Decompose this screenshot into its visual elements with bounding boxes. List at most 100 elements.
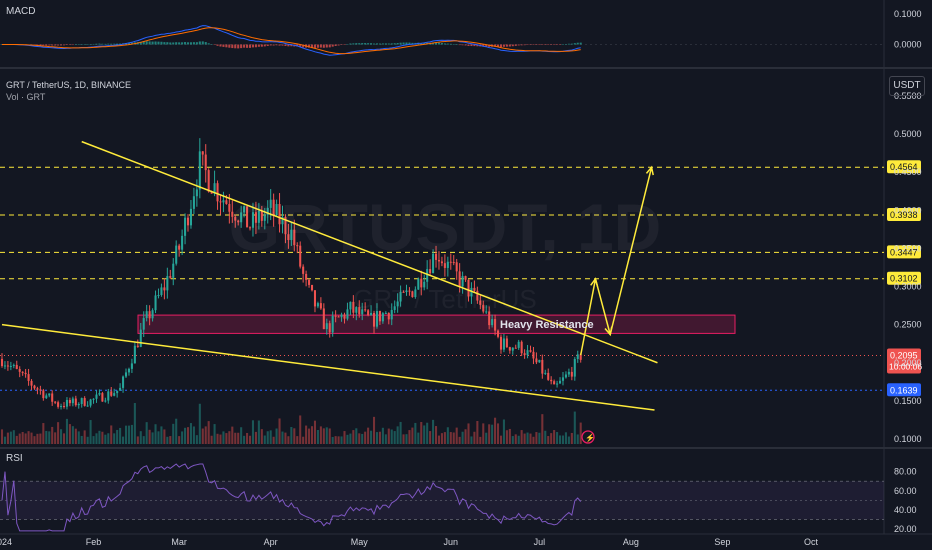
price-tick-label: 0.4500	[894, 167, 922, 177]
macd-histogram-bar	[101, 43, 104, 45]
volume-bar	[119, 427, 122, 444]
volume-bar	[186, 427, 190, 444]
candle-body	[151, 310, 154, 319]
volume-bar	[80, 435, 83, 444]
projection-arrowhead	[604, 326, 613, 337]
macd-histogram-bar	[541, 44, 544, 45]
volume-bar	[302, 436, 305, 444]
projection-path	[579, 167, 653, 356]
volume-bar	[60, 429, 63, 444]
volume-bar	[27, 431, 30, 444]
macd-histogram-bar	[505, 44, 508, 47]
candle-body	[15, 364, 18, 369]
volume-bar	[535, 432, 538, 444]
candle-body	[290, 229, 293, 241]
projection-arrowhead	[590, 277, 599, 287]
volume-bar	[370, 430, 373, 444]
macd-histogram-bar	[263, 44, 266, 47]
candle-body	[246, 206, 249, 228]
candle-body	[331, 315, 334, 333]
lightning-icon	[581, 430, 595, 444]
candle-body	[520, 341, 523, 354]
candle-body	[119, 387, 122, 391]
volume-bar	[263, 435, 266, 444]
volume-bar	[567, 436, 570, 444]
macd-histogram-bar	[157, 41, 160, 45]
candle-body	[65, 400, 68, 407]
price-tick-label: 0.3000	[894, 282, 922, 292]
candle-body	[175, 245, 178, 264]
macd-histogram-bar	[544, 44, 547, 45]
macd-histogram-bar	[246, 44, 249, 48]
volume-bar	[107, 433, 110, 444]
candle-body	[287, 234, 290, 241]
time-axis-label: Mar	[171, 537, 187, 547]
candle-body	[358, 307, 361, 315]
candle-body	[384, 312, 387, 314]
macd-histogram-bar	[45, 44, 48, 46]
macd-histogram-bar	[60, 44, 63, 46]
volume-bar	[523, 433, 526, 444]
volume-bar	[98, 430, 101, 444]
volume-bar	[352, 430, 355, 444]
macd-histogram-bar	[243, 44, 246, 48]
candle-body	[80, 398, 83, 404]
macd-histogram-bar	[269, 44, 272, 46]
volume-bar	[553, 430, 556, 444]
macd-histogram-bar	[349, 43, 352, 45]
volume-bar	[488, 424, 491, 444]
volume-bar	[331, 436, 334, 444]
candle-body	[98, 393, 101, 395]
volume-bar	[313, 420, 317, 444]
candle-body	[275, 204, 278, 216]
candle-body	[579, 354, 582, 360]
volume-bar	[426, 422, 429, 444]
macd-histogram-bar	[556, 44, 559, 45]
candle-body	[130, 363, 133, 369]
candle-body	[396, 301, 399, 307]
candle-body	[535, 358, 538, 363]
volume-bar	[228, 431, 231, 444]
volume-bar	[210, 435, 213, 444]
volume-bar	[201, 428, 204, 444]
candle-body	[74, 398, 77, 406]
candle-body	[349, 301, 352, 310]
candle-body	[248, 227, 252, 229]
volume-bar	[405, 434, 408, 444]
macd-histogram-bar	[308, 44, 311, 48]
volume-bar	[281, 431, 284, 444]
candle-body	[240, 212, 243, 223]
candle-body	[337, 316, 340, 318]
macd-histogram-bar	[402, 42, 405, 45]
macd-pane	[0, 25, 884, 56]
candle-body	[340, 314, 343, 318]
candle-body	[213, 183, 216, 194]
macd-histogram-bar	[458, 44, 461, 46]
candle-body	[523, 353, 526, 356]
macd-histogram-bar	[508, 44, 511, 47]
macd-histogram-bar	[74, 44, 77, 45]
volume-bar	[18, 433, 21, 444]
candle-body	[316, 303, 319, 307]
level-price-tag: 0.3938	[890, 210, 918, 220]
macd-histogram-bar	[178, 42, 181, 45]
macd-histogram-bar	[446, 43, 449, 45]
volume-bar	[455, 427, 458, 444]
candle-body	[491, 319, 494, 326]
volume-bar	[178, 436, 181, 444]
volume-bar	[375, 432, 379, 444]
volume-bar	[136, 436, 139, 444]
currency-unit-button[interactable]: USDT	[889, 76, 925, 96]
candle-body	[541, 359, 544, 374]
candle-body	[24, 372, 27, 375]
volume-bar	[482, 423, 485, 444]
volume-bar	[77, 431, 80, 444]
candle-body	[68, 400, 71, 404]
volume-bar	[305, 425, 308, 444]
symbol-title[interactable]: GRT / TetherUS, 1D, BINANCE	[6, 80, 132, 90]
volume-bar	[496, 423, 500, 444]
volume-bar	[387, 428, 390, 444]
macd-histogram-bar	[570, 43, 573, 45]
volume-bar	[526, 432, 529, 444]
